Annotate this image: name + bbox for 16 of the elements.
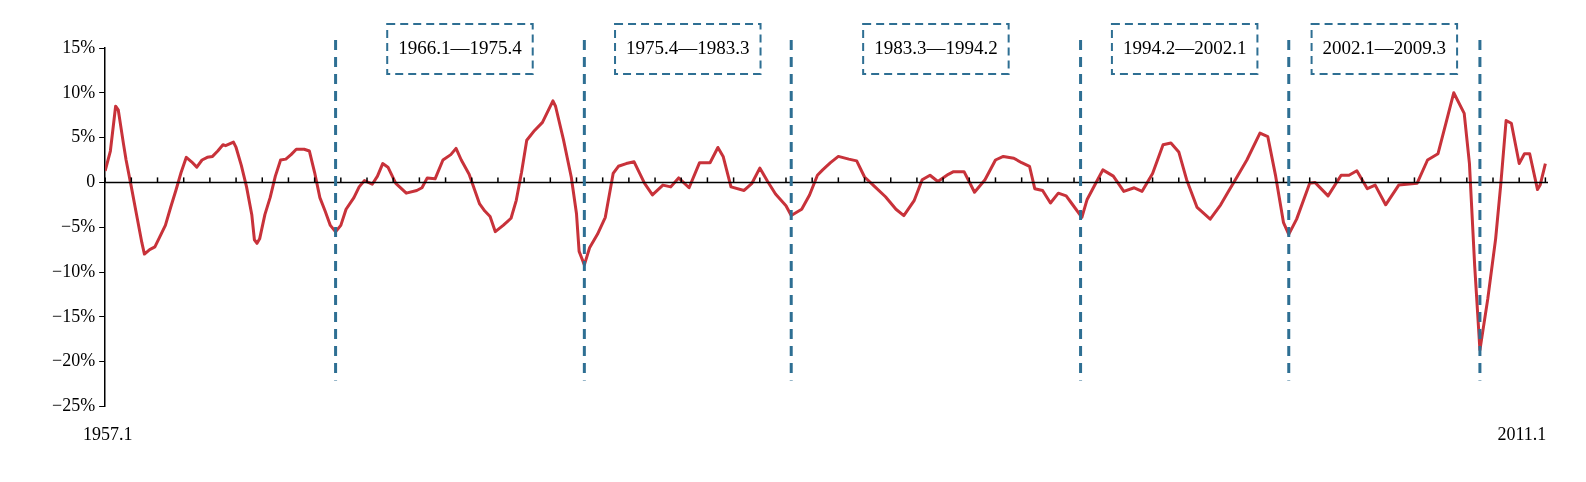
- y-tick-label: −25%: [51, 395, 96, 416]
- annotation: 1975.4—1983.3: [626, 36, 750, 58]
- y-tick-label: −5%: [60, 215, 96, 236]
- y-tick-label: 10%: [62, 81, 96, 102]
- annotation: 1966.1—1975.4: [398, 36, 523, 58]
- x-tick-label: 1957.1: [83, 423, 133, 444]
- y-tick-label: −10%: [51, 260, 96, 281]
- y-tick-label: −20%: [51, 350, 96, 371]
- annotation: 1983.3—1994.2: [874, 36, 998, 58]
- y-tick-label: 5%: [71, 126, 96, 147]
- y-tick-label: 15%: [62, 36, 96, 57]
- annotation: 2002.1—2009.3: [1322, 36, 1447, 58]
- annotation: 1994.2—2002.1: [1122, 36, 1247, 58]
- y-tick-label: 0: [86, 171, 96, 192]
- x-tick-label: 2011.1: [1497, 423, 1547, 444]
- y-tick-label: −15%: [51, 305, 96, 326]
